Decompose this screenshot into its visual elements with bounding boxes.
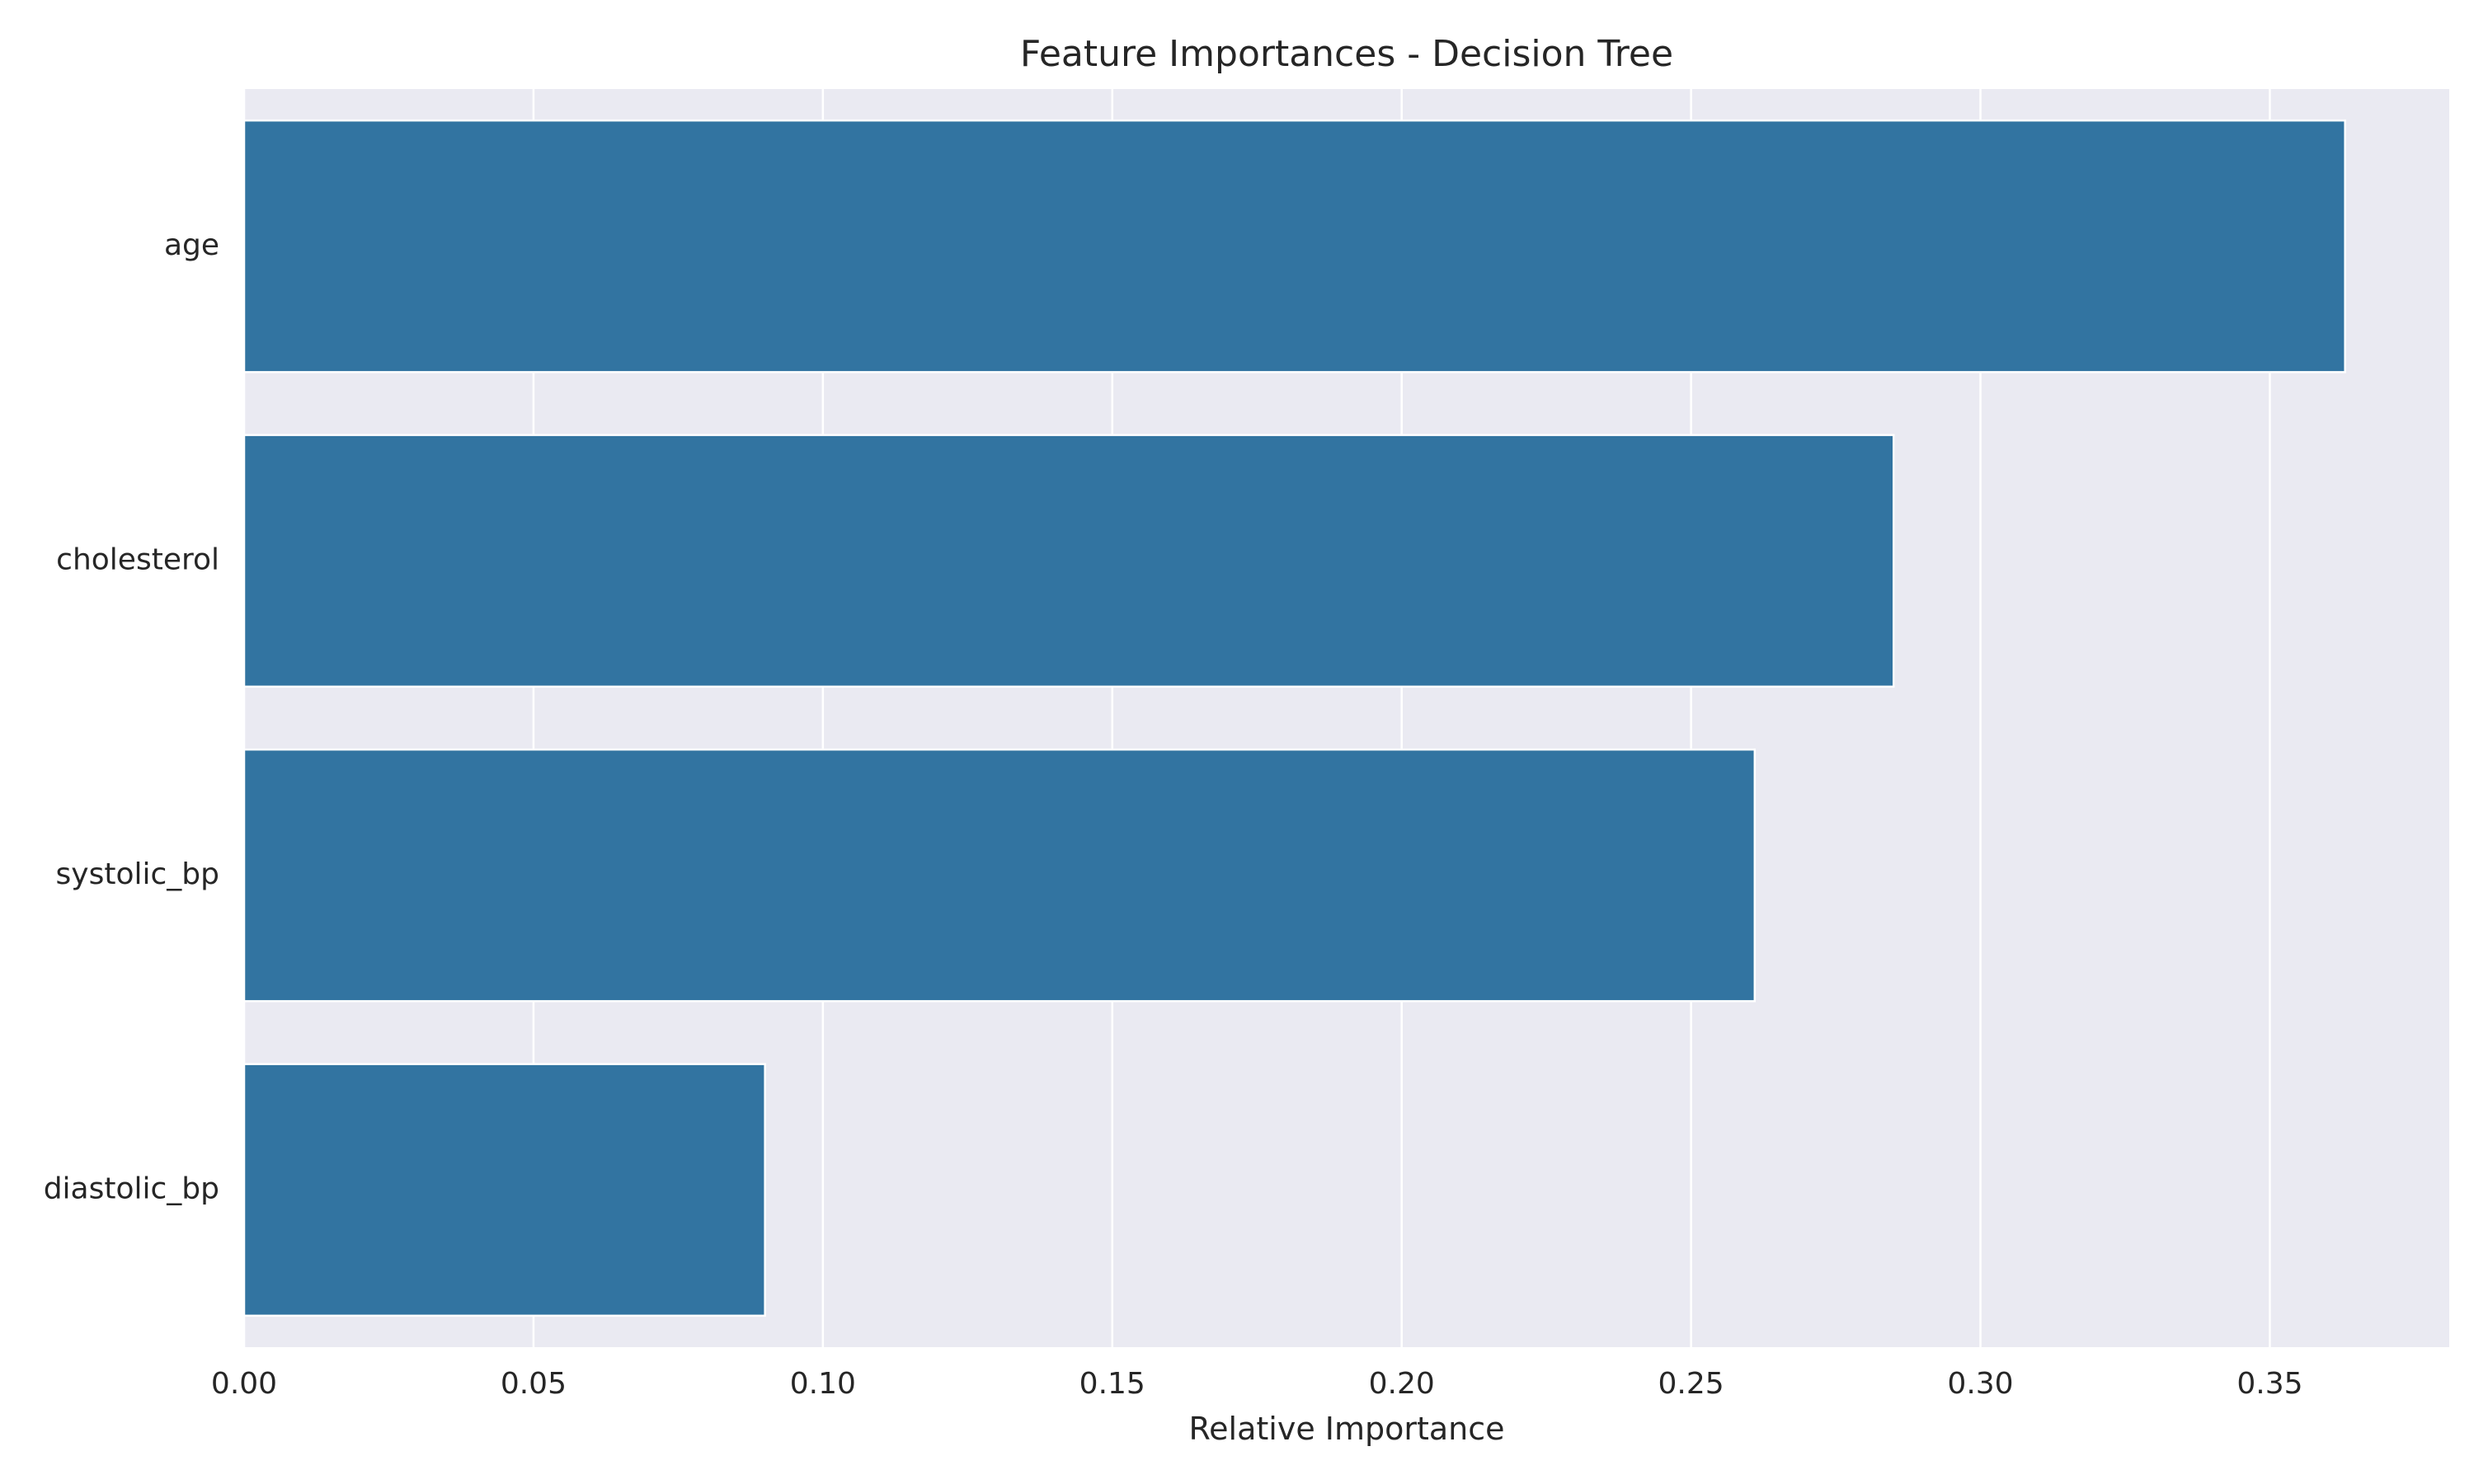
x-tick-label: 0.20 xyxy=(1369,1367,1435,1401)
x-tick-labels: 0.00 0.05 0.10 0.15 0.20 0.25 0.30 0.35 xyxy=(211,1367,2303,1401)
y-tick-label: diastolic_bp xyxy=(44,1172,219,1205)
bar-age xyxy=(242,119,2346,373)
bars xyxy=(242,119,2346,1317)
x-tick-label: 0.30 xyxy=(1947,1367,2013,1401)
y-tick-label: cholesterol xyxy=(56,542,219,576)
x-axis-label: Relative Importance xyxy=(1188,1411,1504,1447)
bar-cholesterol xyxy=(242,434,1895,688)
bar-systolic-bp xyxy=(242,748,1757,1003)
bar-diastolic-bp xyxy=(242,1063,766,1317)
x-tick-label: 0.00 xyxy=(211,1367,277,1401)
x-tick-label: 0.05 xyxy=(501,1367,567,1401)
y-tick-labels: age cholesterol systolic_bp diastolic_bp xyxy=(44,228,219,1206)
y-tick-label: age xyxy=(164,228,219,262)
y-tick-label: systolic_bp xyxy=(56,857,219,891)
x-tick-label: 0.35 xyxy=(2236,1367,2302,1401)
chart-title: Feature Importances - Decision Tree xyxy=(1020,33,1673,75)
x-tick-label: 0.15 xyxy=(1079,1367,1145,1401)
x-tick-label: 0.25 xyxy=(1658,1367,1724,1401)
x-tick-label: 0.10 xyxy=(790,1367,856,1401)
